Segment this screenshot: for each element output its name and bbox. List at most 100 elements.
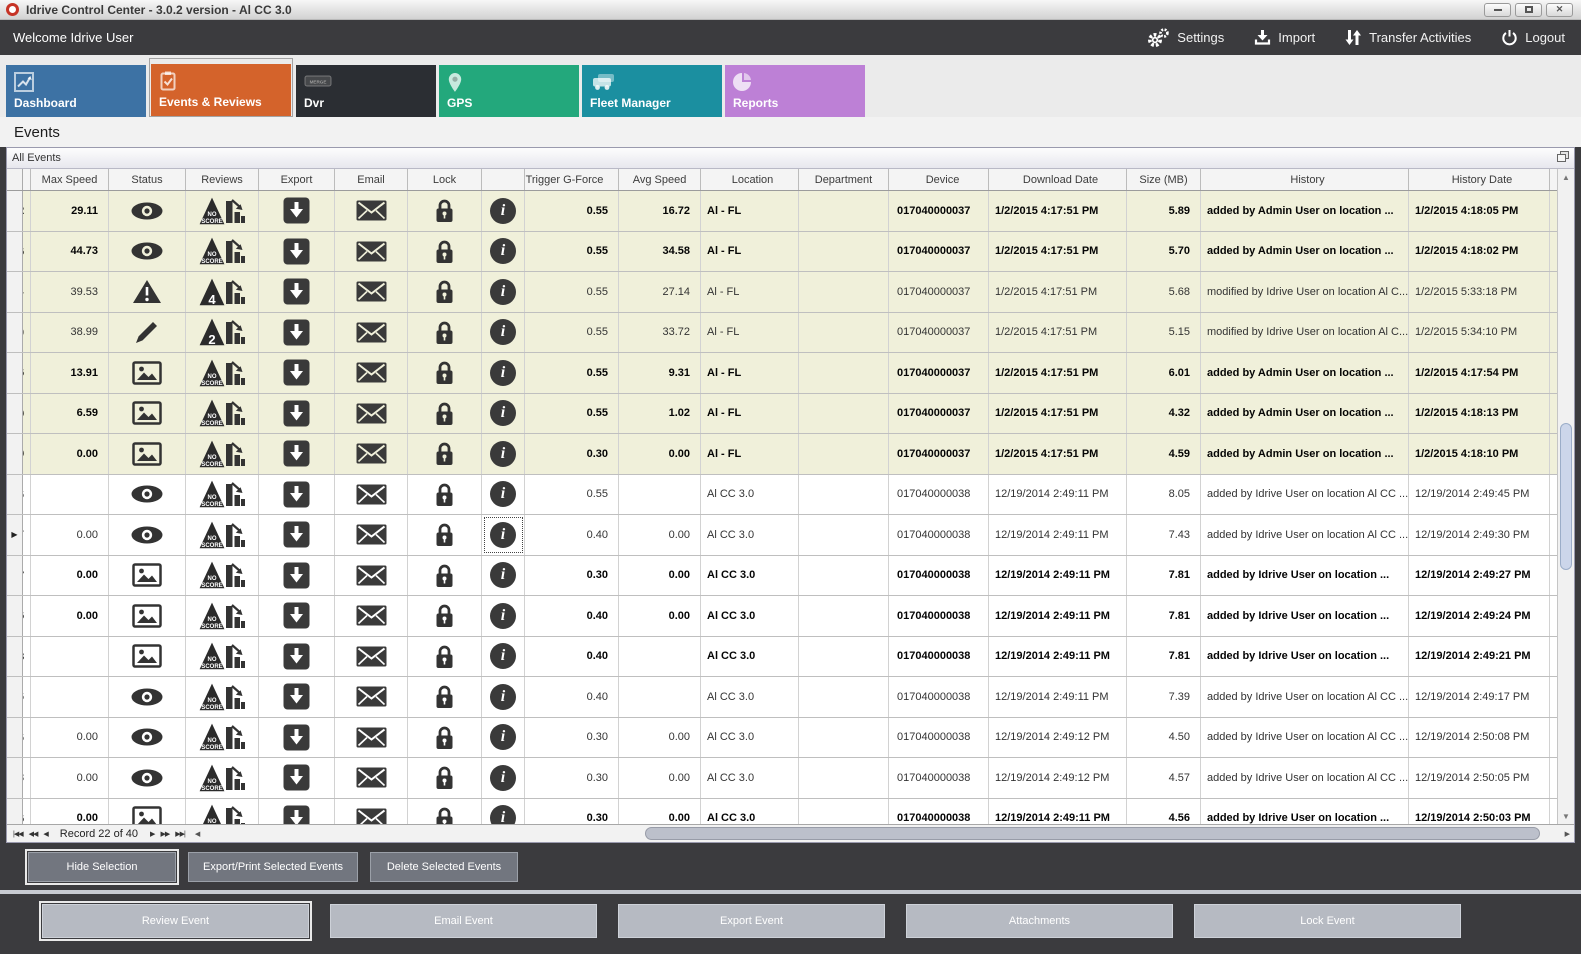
export-cell[interactable]: [259, 191, 335, 231]
image-icon[interactable]: [132, 563, 162, 587]
export-download-icon[interactable]: [283, 805, 310, 824]
eye-icon[interactable]: [130, 525, 164, 545]
status-cell[interactable]: [109, 272, 186, 312]
review-score-icon[interactable]: NO SCORE: [199, 680, 245, 714]
event-row[interactable]: 8 NO SCORE: [7, 636, 1557, 677]
warning-icon[interactable]: [132, 279, 162, 305]
export-download-icon[interactable]: [283, 319, 310, 346]
review-score-icon[interactable]: 4: [199, 275, 245, 309]
lock-cell[interactable]: [408, 555, 482, 595]
nav-first-icon[interactable]: |◀◀: [13, 830, 24, 838]
reviews-cell[interactable]: NO SCORE: [186, 231, 259, 271]
lock-cell[interactable]: [408, 798, 482, 824]
info-cell[interactable]: i: [482, 353, 525, 393]
info-cell[interactable]: i: [482, 596, 525, 636]
email-icon[interactable]: [356, 727, 387, 748]
vertical-scrollbar[interactable]: ▲ ▼: [1557, 169, 1574, 824]
lock-cell[interactable]: [408, 393, 482, 433]
info-icon[interactable]: i: [490, 643, 516, 670]
export-cell[interactable]: [259, 717, 335, 757]
lock-icon[interactable]: [433, 764, 456, 791]
status-cell[interactable]: [109, 231, 186, 271]
eye-icon[interactable]: [130, 201, 164, 221]
status-cell[interactable]: [109, 555, 186, 595]
row-selector-cell[interactable]: [7, 231, 23, 271]
info-cell[interactable]: i: [482, 231, 525, 271]
info-cell[interactable]: i: [482, 677, 525, 717]
review-score-icon[interactable]: NO SCORE: [199, 477, 245, 511]
event-row[interactable]: ▶ 7 0.00 NO SCORE: [7, 515, 1557, 556]
review-score-icon[interactable]: NO SCORE: [199, 720, 245, 754]
export-cell[interactable]: [259, 596, 335, 636]
reviews-cell[interactable]: NO SCORE: [186, 758, 259, 798]
info-icon[interactable]: i: [490, 197, 516, 224]
info-cell[interactable]: i: [482, 555, 525, 595]
review-score-icon[interactable]: NO SCORE: [199, 194, 245, 228]
reviews-cell[interactable]: NO SCORE: [186, 515, 259, 555]
lock-cell[interactable]: [408, 231, 482, 271]
lock-icon[interactable]: [433, 238, 456, 265]
reviews-cell[interactable]: NO SCORE: [186, 353, 259, 393]
review-score-icon[interactable]: NO SCORE: [199, 801, 245, 824]
image-icon[interactable]: [132, 361, 162, 385]
close-button[interactable]: ✕: [1546, 2, 1573, 17]
event-row[interactable]: 0 0.00 NO SCORE: [7, 434, 1557, 475]
delete-selected-button[interactable]: Delete Selected Events: [370, 851, 519, 882]
event-row[interactable]: 6 NO SCORE: [7, 677, 1557, 718]
email-cell[interactable]: [335, 596, 408, 636]
lock-icon[interactable]: [433, 197, 456, 224]
email-cell[interactable]: [335, 555, 408, 595]
image-icon[interactable]: [132, 442, 162, 466]
email-icon[interactable]: [356, 646, 387, 667]
export-cell[interactable]: [259, 798, 335, 824]
event-row[interactable]: 9 38.99 2: [7, 312, 1557, 353]
scroll-down-icon[interactable]: ▼: [1562, 811, 1570, 821]
header-avg-speed[interactable]: Avg Speed: [619, 169, 701, 190]
lock-cell[interactable]: [408, 677, 482, 717]
reviews-cell[interactable]: 2: [186, 312, 259, 352]
row-selector-cell[interactable]: [7, 393, 23, 433]
eye-icon[interactable]: [130, 241, 164, 261]
email-icon[interactable]: [356, 524, 387, 545]
reviews-cell[interactable]: NO SCORE: [186, 191, 259, 231]
info-cell[interactable]: i: [482, 474, 525, 514]
eye-icon[interactable]: [130, 727, 164, 747]
row-selector-cell[interactable]: [7, 272, 23, 312]
nav-prev-icon[interactable]: ◀: [43, 830, 48, 838]
maximize-button[interactable]: [1515, 2, 1542, 17]
horizontal-scroll-track[interactable]: [204, 825, 1560, 842]
email-icon[interactable]: [356, 484, 387, 505]
import-button[interactable]: Import: [1254, 29, 1315, 46]
info-cell[interactable]: i: [482, 191, 525, 231]
export-download-icon[interactable]: [283, 562, 310, 589]
info-icon[interactable]: i: [490, 440, 516, 467]
info-icon[interactable]: i: [490, 764, 516, 791]
lock-icon[interactable]: [433, 481, 456, 508]
settings-button[interactable]: Settings: [1146, 27, 1224, 48]
status-cell[interactable]: [109, 758, 186, 798]
row-selector-cell[interactable]: [7, 798, 23, 824]
horizontal-scroll-thumb[interactable]: [645, 827, 1541, 840]
event-row[interactable]: 7 0.00 NO SCORE: [7, 555, 1557, 596]
lock-cell[interactable]: [408, 272, 482, 312]
event-row[interactable]: 6 0.00 NO SCORE: [7, 717, 1557, 758]
review-score-icon[interactable]: NO SCORE: [199, 234, 245, 268]
lock-cell[interactable]: [408, 191, 482, 231]
row-selector-cell[interactable]: [7, 758, 23, 798]
event-row[interactable]: 6 13.91 NO SCORE: [7, 353, 1557, 394]
image-icon[interactable]: [132, 401, 162, 425]
export-cell[interactable]: [259, 231, 335, 271]
email-icon[interactable]: [356, 322, 387, 343]
row-selector-cell[interactable]: [7, 353, 23, 393]
info-icon[interactable]: i: [490, 562, 516, 589]
header-max-speed[interactable]: Max Speed: [31, 169, 109, 190]
tab-dvr[interactable]: MERGE Dvr: [296, 65, 436, 117]
event-row[interactable]: 6 NO SCORE: [7, 474, 1557, 515]
info-cell[interactable]: i: [482, 312, 525, 352]
pencil-icon[interactable]: [134, 319, 160, 345]
info-icon[interactable]: i: [490, 319, 516, 346]
reviews-cell[interactable]: NO SCORE: [186, 677, 259, 717]
lock-cell[interactable]: [408, 758, 482, 798]
info-cell[interactable]: i: [482, 434, 525, 474]
email-cell[interactable]: [335, 758, 408, 798]
